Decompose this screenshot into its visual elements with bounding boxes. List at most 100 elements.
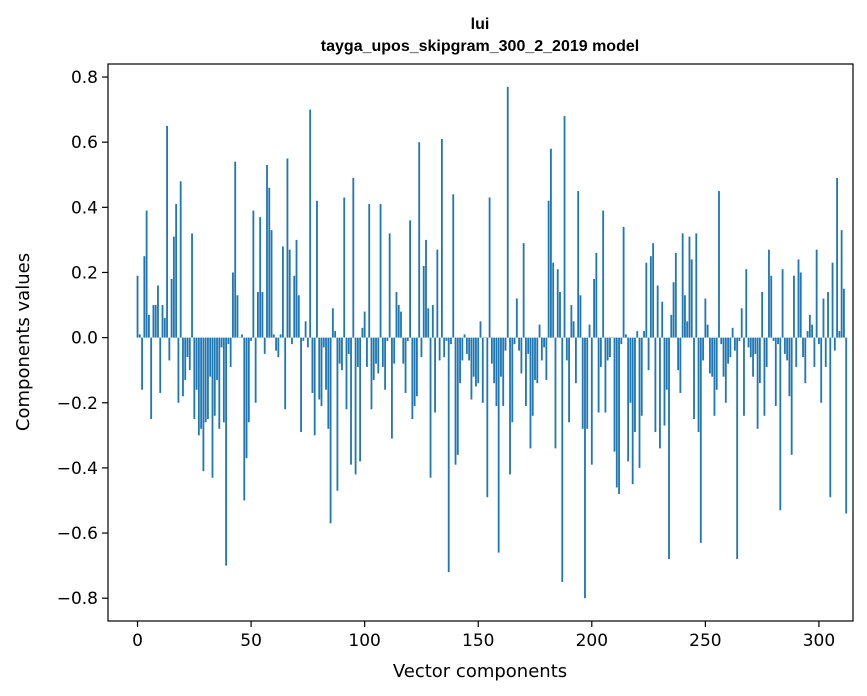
bar-210 (613, 337, 616, 452)
bar-132 (436, 249, 439, 338)
bar-149 (475, 337, 477, 387)
bar-252 (709, 337, 711, 374)
bar-195 (579, 295, 582, 338)
bar-230 (659, 337, 661, 449)
bar-265 (738, 337, 741, 341)
bar-290 (795, 337, 798, 367)
bar-293 (802, 337, 804, 358)
x-tick-label: 200 (576, 631, 608, 651)
bar-253 (711, 337, 714, 377)
bar-21 (184, 337, 187, 380)
bar-242 (686, 321, 689, 338)
x-axis-label: Vector components (393, 661, 567, 682)
bar-37 (220, 337, 223, 348)
bar-100 (363, 311, 366, 338)
bar-11 (161, 305, 164, 338)
bar-5 (147, 314, 150, 338)
bar-282 (777, 337, 779, 345)
bar-89 (338, 337, 341, 364)
bar-278 (768, 249, 770, 338)
bar-115 (397, 305, 400, 338)
bar-141 (456, 337, 459, 455)
bar-6 (150, 337, 153, 420)
bar-167 (515, 298, 518, 338)
plot-frame (107, 63, 854, 622)
bar-156 (490, 337, 493, 364)
x-tick-label: 300 (803, 631, 835, 651)
bar-56 (263, 337, 266, 354)
bar-288 (790, 337, 793, 455)
bar-295 (806, 331, 809, 338)
bar-251 (706, 324, 709, 338)
y-tick-label: 0.2 (71, 263, 98, 283)
bar-17 (175, 204, 178, 338)
bar-43 (234, 161, 237, 338)
bar-200 (590, 337, 593, 465)
bar-266 (740, 308, 743, 338)
bar-135 (443, 337, 446, 358)
bar-44 (236, 295, 239, 338)
bar-208 (609, 337, 611, 358)
x-tick-label: 50 (240, 631, 262, 651)
bar-239 (679, 337, 682, 393)
bar-19 (179, 181, 182, 338)
bar-283 (779, 337, 782, 511)
bar-287 (788, 337, 791, 397)
bar-119 (406, 337, 409, 341)
bar-76 (309, 109, 312, 338)
bar-233 (665, 337, 668, 390)
bar-109 (384, 337, 387, 390)
bar-227 (652, 243, 655, 338)
bar-85 (329, 337, 332, 524)
bar-82 (322, 337, 325, 348)
bar-28 (200, 337, 203, 429)
bar-84 (327, 337, 330, 429)
bars-group (136, 86, 848, 599)
bar-238 (677, 337, 680, 371)
bar-35 (216, 337, 218, 380)
y-tick-label: −0.6 (57, 524, 98, 544)
bar-267 (743, 337, 745, 416)
bar-107 (379, 204, 382, 338)
bar-146 (468, 337, 471, 361)
bar-261 (729, 337, 732, 358)
bar-190 (568, 337, 570, 423)
bar-187 (561, 337, 564, 582)
bar-4 (145, 210, 148, 338)
bar-66 (286, 158, 289, 338)
bar-302 (822, 298, 825, 338)
bar-112 (391, 337, 393, 439)
bar-118 (404, 337, 407, 393)
y-axis-label: Components values (13, 253, 34, 431)
bar-279 (770, 275, 773, 338)
x-axis: 0 50 100 150 200 250 300 (132, 621, 835, 651)
bar-65 (284, 337, 287, 410)
bar-13 (166, 125, 168, 338)
bar-299 (815, 249, 818, 338)
bar-54 (259, 217, 262, 338)
bar-127 (425, 239, 427, 338)
bar-29 (202, 337, 205, 472)
bar-9 (157, 285, 159, 338)
bar-60 (272, 334, 275, 338)
bar-272 (754, 337, 757, 354)
bar-162 (504, 337, 507, 351)
bar-139 (452, 194, 455, 338)
bar-18 (177, 337, 180, 403)
bar-182 (550, 148, 552, 338)
bar-0 (136, 275, 139, 338)
bar-234 (668, 337, 670, 560)
bar-198 (586, 337, 589, 429)
bar-300 (818, 337, 820, 345)
bar-277 (765, 337, 768, 367)
bar-171 (525, 337, 527, 407)
bar-90 (341, 337, 343, 371)
bar-49 (247, 337, 250, 423)
bar-301 (820, 337, 823, 403)
bar-270 (749, 337, 752, 358)
bar-168 (518, 337, 521, 351)
bar-219 (634, 337, 636, 433)
bar-50 (250, 337, 253, 341)
bar-170 (522, 243, 525, 338)
bar-148 (472, 337, 475, 377)
